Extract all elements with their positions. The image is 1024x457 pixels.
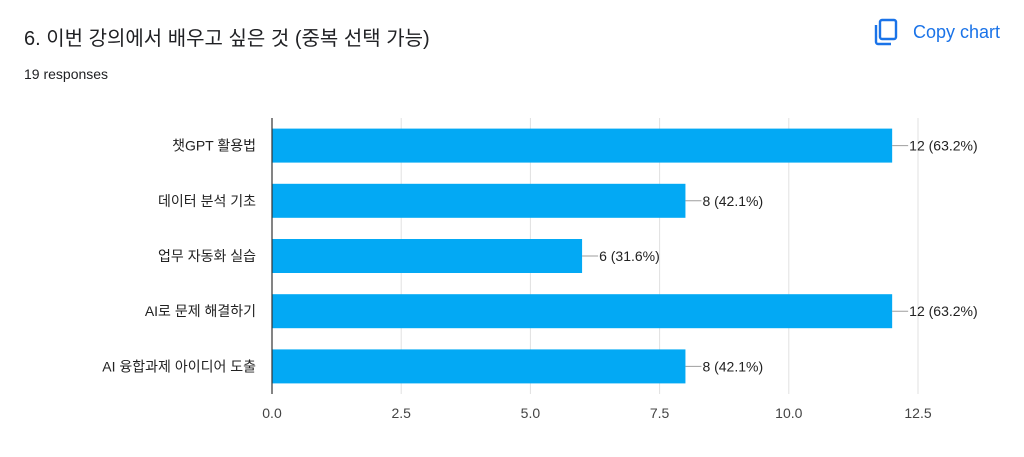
x-tick-label: 0.0 [262,405,282,421]
category-label: 업무 자동화 실습 [158,248,256,264]
x-tick-label: 10.0 [775,405,802,421]
category-label: 챗GPT 활용법 [172,138,256,154]
value-label: 8 (42.1%) [702,358,763,374]
bar [272,349,686,384]
copy-icon [874,18,898,46]
value-label: 8 (42.1%) [702,193,763,209]
category-label: AI 융합과제 아이디어 도출 [102,358,256,374]
copy-chart-button[interactable]: Copy chart [873,18,1000,46]
value-label: 12 (63.2%) [909,138,977,154]
value-label: 12 (63.2%) [909,303,977,319]
x-tick-label: 5.0 [521,405,541,421]
copy-chart-label: Copy chart [912,21,1000,42]
bar [272,294,893,329]
x-tick-label: 7.5 [650,405,670,421]
question-title: 6. 이번 강의에서 배우고 싶은 것 (중복 선택 가능) [24,28,430,50]
bar [272,128,893,163]
value-label: 6 (31.6%) [599,248,660,264]
x-tick-label: 2.5 [391,405,411,421]
bar [272,239,583,273]
category-label: AI로 문제 해결하기 [145,303,256,319]
bar [272,183,686,218]
response-count: 19 responses [24,66,109,82]
x-tick-label: 12.5 [904,405,931,421]
category-label: 데이터 분석 기초 [158,193,256,209]
